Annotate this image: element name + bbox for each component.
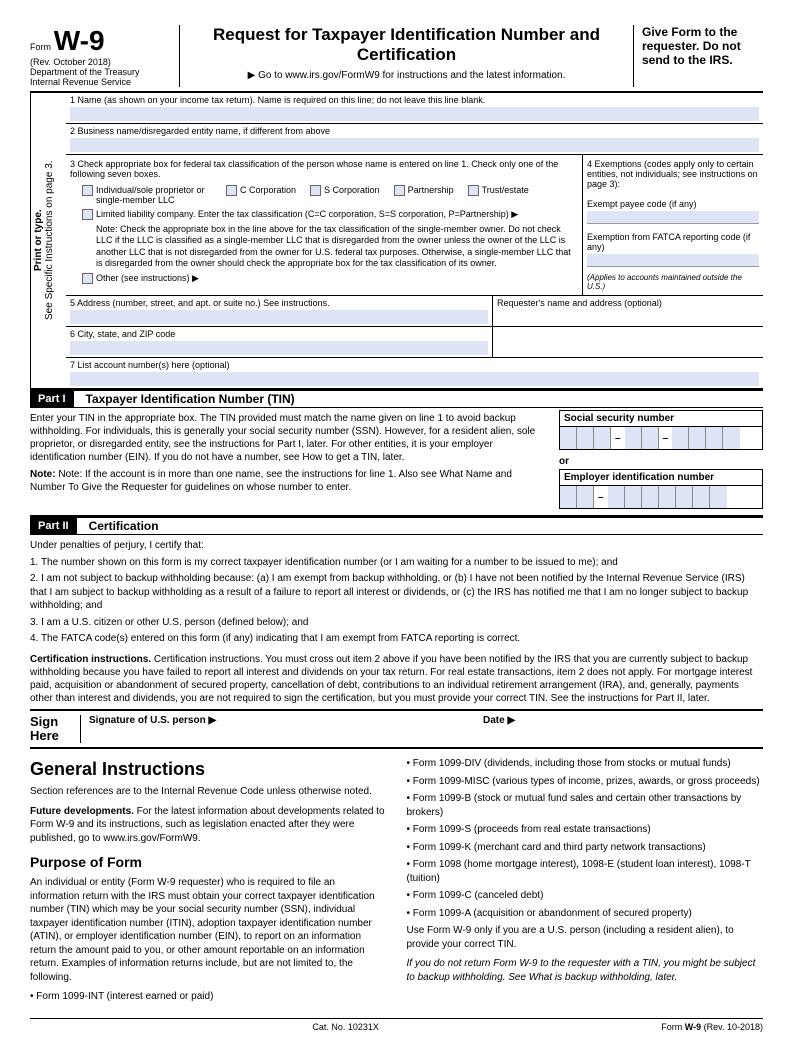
header-right: Give Form to the requester. Do not send …: [633, 25, 763, 87]
line-7-input[interactable]: [70, 372, 759, 386]
cb-trust[interactable]: [468, 185, 479, 196]
dept2: Internal Revenue Service: [30, 77, 173, 87]
line-6-input[interactable]: [70, 341, 488, 355]
fields-column: 1 Name (as shown on your income tax retu…: [66, 93, 763, 388]
line-2: 2 Business name/disregarded entity name,…: [66, 124, 763, 155]
header-center: Request for Taxpayer Identification Numb…: [180, 25, 633, 87]
ssn-input[interactable]: – –: [559, 426, 763, 450]
tin-boxes: Social security number – – or Employer i…: [553, 408, 763, 509]
side-instructions: Print or type. See Specific Instructions…: [30, 93, 66, 388]
footer: Cat. No. 10231X Form W-9 (Rev. 10-2018): [30, 1018, 763, 1032]
fatca-code-input[interactable]: [587, 254, 759, 267]
ein-input[interactable]: –: [559, 485, 763, 509]
header-left: Form W-9 (Rev. October 2018) Department …: [30, 25, 180, 87]
footer-form: Form W-9 (Rev. 10-2018): [661, 1022, 763, 1032]
form-number: W-9: [54, 25, 105, 56]
cert-instructions: Certification instructions. Certificatio…: [30, 653, 763, 711]
line-7: 7 List account number(s) here (optional): [66, 358, 763, 388]
line-6: 6 City, state, and ZIP code: [66, 327, 493, 357]
line-2-input[interactable]: [70, 138, 759, 152]
form-header: Form W-9 (Rev. October 2018) Department …: [30, 25, 763, 93]
part2-header: Part II Certification: [30, 516, 763, 535]
certification-list: Under penalties of perjury, I certify th…: [30, 535, 763, 653]
line-1-input[interactable]: [70, 107, 759, 121]
line-5: 5 Address (number, street, and apt. or s…: [66, 296, 493, 326]
requester-addr: Requester's name and address (optional): [493, 296, 763, 326]
cb-scorp[interactable]: [310, 185, 321, 196]
cb-individual[interactable]: [82, 185, 93, 196]
cb-other[interactable]: [82, 273, 93, 284]
line-1: 1 Name (as shown on your income tax retu…: [66, 93, 763, 124]
cb-llc[interactable]: [82, 209, 93, 220]
sign-row: Sign Here Signature of U.S. person ▶ Dat…: [30, 711, 763, 750]
line-3: 3 Check appropriate box for federal tax …: [66, 155, 583, 295]
dept1: Department of the Treasury: [30, 67, 173, 77]
line-5-input[interactable]: [70, 310, 488, 324]
form-subtitle: ▶ Go to www.irs.gov/FormW9 for instructi…: [188, 70, 625, 81]
section-lines: Print or type. See Specific Instructions…: [30, 93, 763, 389]
form-title: Request for Taxpayer Identification Numb…: [188, 25, 625, 66]
exempt-code-input[interactable]: [587, 211, 759, 224]
cb-partnership[interactable]: [394, 185, 405, 196]
form-word: Form: [30, 42, 51, 52]
line-4: 4 Exemptions (codes apply only to certai…: [583, 155, 763, 295]
revision: (Rev. October 2018): [30, 57, 173, 67]
llc-note: Note: Check the appropriate box in the l…: [96, 224, 578, 269]
part1-header: Part I Taxpayer Identification Number (T…: [30, 389, 763, 408]
cb-ccorp[interactable]: [226, 185, 237, 196]
part1-body: Enter your TIN in the appropriate box. T…: [30, 408, 763, 516]
general-instructions: General Instructions Section references …: [30, 757, 763, 1008]
